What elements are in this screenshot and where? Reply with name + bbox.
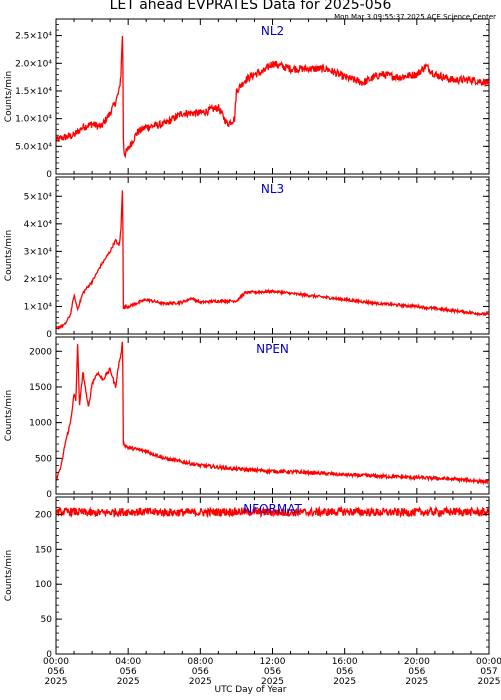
y-tick-label: 1500 [29,383,52,393]
y-tick-label: 0 [46,650,52,660]
panel-label-nl2: NL2 [261,24,284,38]
x-tick-label-time: 00:00 [43,657,69,667]
x-tick-label-year: 2025 [478,677,501,687]
y-axis-label: Counts/min [4,230,14,281]
x-tick-label-year: 2025 [117,677,140,687]
y-tick-label: 100 [35,580,52,590]
chart-title: LET ahead EVPRATES Data for 2025-056 [109,0,392,13]
x-tick-label-day: 056 [336,667,353,677]
x-tick-label-year: 2025 [45,677,68,687]
y-tick-label: 2.0×10⁴ [15,59,52,69]
x-tick-label-time: 00:00 [476,657,501,667]
y-axis-label: Counts/min [4,71,14,122]
panel-label-nformat: NFORMAT [243,502,302,516]
y-tick-label: 1000 [29,419,52,429]
y-tick-label: 150 [35,545,52,555]
x-tick-label-day: 056 [264,667,281,677]
x-tick-label-year: 2025 [261,677,284,687]
panel-nl3: 0 1×10⁴ 2×10⁴ 3×10⁴ 4×10⁴ 5×10⁴ Counts/min NL3 [4,176,490,340]
y-tick-label: 2000 [29,347,52,357]
panel-nformat: 0 50 100 150 200 Counts/min NFORMAT [4,496,490,660]
x-tick-label-year: 2025 [405,677,428,687]
x-tick-label-day: 056 [408,667,425,677]
x-tick-label-time: 16:00 [332,657,358,667]
x-axis-label: UTC Day of Year [214,685,287,695]
generation-timestamp: Mon Mar 3 09:55:37 2025 ACE Science Cent… [334,13,496,21]
y-tick-label: 2×10⁴ [24,275,53,285]
plot-frame [55,18,490,175]
panel-label-nl3: NL3 [261,182,284,196]
x-tick-label-year: 2025 [333,677,356,687]
y-tick-label: 5.0×10⁴ [15,142,52,152]
series-line-nl2 [56,35,489,159]
plot-frame [55,496,490,655]
series-line-npen [56,341,489,486]
y-tick-label: 3×10⁴ [24,247,53,257]
y-axis-label: Counts/min [4,390,14,441]
x-tick-label-time: 12:00 [260,657,286,667]
x-tick-label-day: 057 [480,667,497,677]
y-axis-label: Counts/min [4,550,14,601]
panel-nl2: 0 5.0×10⁴ 1.0×10⁴ 1.5×10⁴ 2.0×10⁴ 2.5×10⁴ Coun… [4,18,490,180]
x-tick-label-day: 056 [120,667,137,677]
x-tick-label-day: 056 [47,667,64,677]
series-line-nl3 [56,190,489,331]
y-tick-label: 0 [46,170,52,180]
y-tick-label: 50 [41,615,53,625]
y-tick-label: 4×10⁴ [24,220,53,230]
y-tick-label: 500 [35,454,52,464]
panel-label-npen: NPEN [256,342,289,356]
y-tick-label: 2.5×10⁴ [15,32,52,42]
y-tick-label: 200 [35,510,52,520]
series-line-nformat [56,505,489,519]
x-tick-label-time: 20:00 [404,657,430,667]
x-tick-label-day: 056 [192,667,209,677]
y-tick-label: 0 [46,330,52,340]
x-tick-label-time: 08:00 [187,657,213,667]
y-tick-label: 1×10⁴ [24,302,53,312]
x-tick-label-time: 04:00 [115,657,141,667]
y-tick-label: 1.0×10⁴ [15,115,52,125]
plot-frame [55,176,490,335]
y-tick-label: 5×10⁴ [24,192,53,202]
y-tick-label: 0 [46,490,52,500]
x-tick-label-year: 2025 [189,677,212,687]
panel-npen: 0 500 1000 1500 2000 Counts/min NPEN [4,336,490,500]
y-tick-label: 1.5×10⁴ [15,87,52,97]
